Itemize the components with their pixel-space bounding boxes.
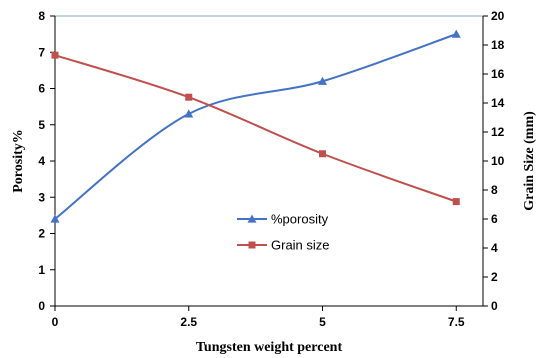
series-group <box>50 29 461 223</box>
series-porosity <box>50 29 461 223</box>
data-point-porosity <box>451 29 461 38</box>
y-left-tick-label: 7 <box>38 45 45 59</box>
y-left-tick-label: 4 <box>38 154 45 168</box>
y-right-tick-label: 0 <box>491 299 498 313</box>
y-right-tick-label: 2 <box>491 270 498 284</box>
y-right-tick-label: 14 <box>491 96 505 110</box>
legend-marker-grain-size <box>248 241 256 249</box>
y-right-tick-label: 16 <box>491 67 505 81</box>
y-axis-right-title: Grain Size (mm) <box>522 111 537 211</box>
legend: %porosity Grain size <box>237 212 330 253</box>
y-left-tick-label: 2 <box>38 227 45 241</box>
y-left-tick-label: 0 <box>38 299 45 313</box>
x-tick-label: 2.5 <box>180 315 197 329</box>
legend-label-grain-size: Grain size <box>271 238 330 253</box>
y-right-tick-label: 8 <box>491 183 498 197</box>
y-right-tick-label: 4 <box>491 241 498 255</box>
data-point-grain-size <box>319 150 326 158</box>
series-grain-size <box>51 51 460 206</box>
x-tick-label: 0 <box>52 315 59 329</box>
y-left-tick-label: 6 <box>38 82 45 96</box>
y-right-tick-label: 10 <box>491 154 505 168</box>
data-point-porosity <box>184 109 194 118</box>
x-tick-label: 7.5 <box>448 315 465 329</box>
y-axis-left-title: Porosity% <box>11 129 26 193</box>
data-point-porosity <box>50 214 60 223</box>
data-point-grain-size <box>51 51 59 59</box>
y-left-tick-label: 5 <box>38 118 45 132</box>
series-line-grain-size <box>54 54 457 203</box>
y-right-tick-label: 6 <box>491 212 498 226</box>
series-line-porosity <box>54 33 457 220</box>
y-left-tick-label: 1 <box>38 263 45 277</box>
y-right-tick-label: 18 <box>491 38 505 52</box>
y-right-tick-label: 20 <box>491 9 505 23</box>
y-left-tick-label: 3 <box>38 190 45 204</box>
legend-label-porosity: %porosity <box>271 212 329 227</box>
x-axis-title: Tungsten weight percent <box>196 340 343 355</box>
y-right-tick-label: 12 <box>491 125 505 139</box>
data-point-grain-size <box>452 198 460 206</box>
legend-marker-porosity <box>247 214 257 223</box>
data-point-porosity <box>318 76 327 85</box>
data-point-grain-size <box>185 93 193 101</box>
x-tick-label: 5 <box>319 315 326 329</box>
y-left-tick-label: 8 <box>38 9 45 23</box>
